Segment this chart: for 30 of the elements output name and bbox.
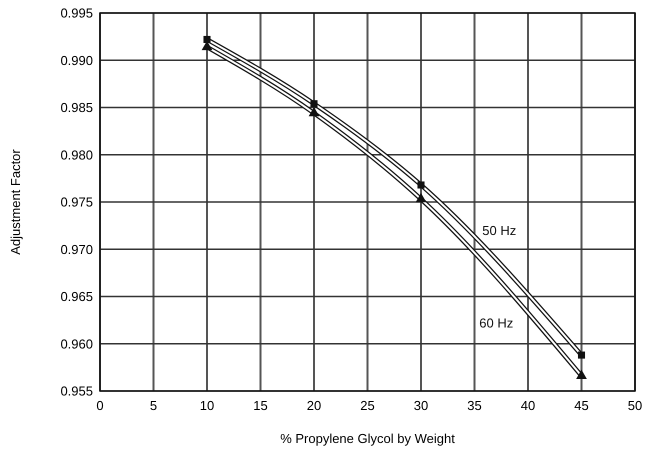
x-tick-label: 40: [520, 398, 536, 413]
point: [417, 181, 425, 189]
x-tick-label: 20: [306, 398, 322, 413]
x-tick-label: 10: [200, 398, 214, 413]
y-tick-label: 0.960: [60, 336, 93, 352]
point: [310, 100, 318, 108]
point: [203, 36, 211, 43]
x-axis-title: % Propylene Glycol by Weight: [280, 431, 456, 446]
x-tick-label: 30: [414, 398, 428, 413]
y-tick-label: 0.995: [60, 6, 93, 20]
point: [576, 370, 587, 379]
y-tick-label: 0.955: [60, 384, 93, 398]
y-tick-label: 0.975: [60, 194, 93, 210]
x-tick-label: 15: [253, 398, 268, 413]
x-tick-label: 45: [574, 398, 589, 413]
x-tick-label: 35: [467, 398, 482, 413]
y-tick-label: 0.970: [60, 242, 93, 257]
point: [308, 106, 320, 116]
y-tick-label: 0.980: [60, 147, 93, 162]
x-tick-label: 25: [360, 398, 375, 413]
x-tick-label: 5: [150, 398, 158, 413]
y-tick-label: 0.990: [60, 52, 93, 68]
series-label: 60 Hz: [479, 316, 514, 331]
y-tick-label: 0.965: [60, 289, 93, 304]
y-tick-label: 0.985: [60, 100, 93, 115]
y-axis-title: Adjustment Factor: [8, 148, 23, 255]
point: [416, 192, 426, 202]
x-tick-label: 0: [96, 398, 104, 413]
x-tick-label: 50: [628, 398, 642, 413]
series-label: 50 Hz: [482, 223, 516, 238]
